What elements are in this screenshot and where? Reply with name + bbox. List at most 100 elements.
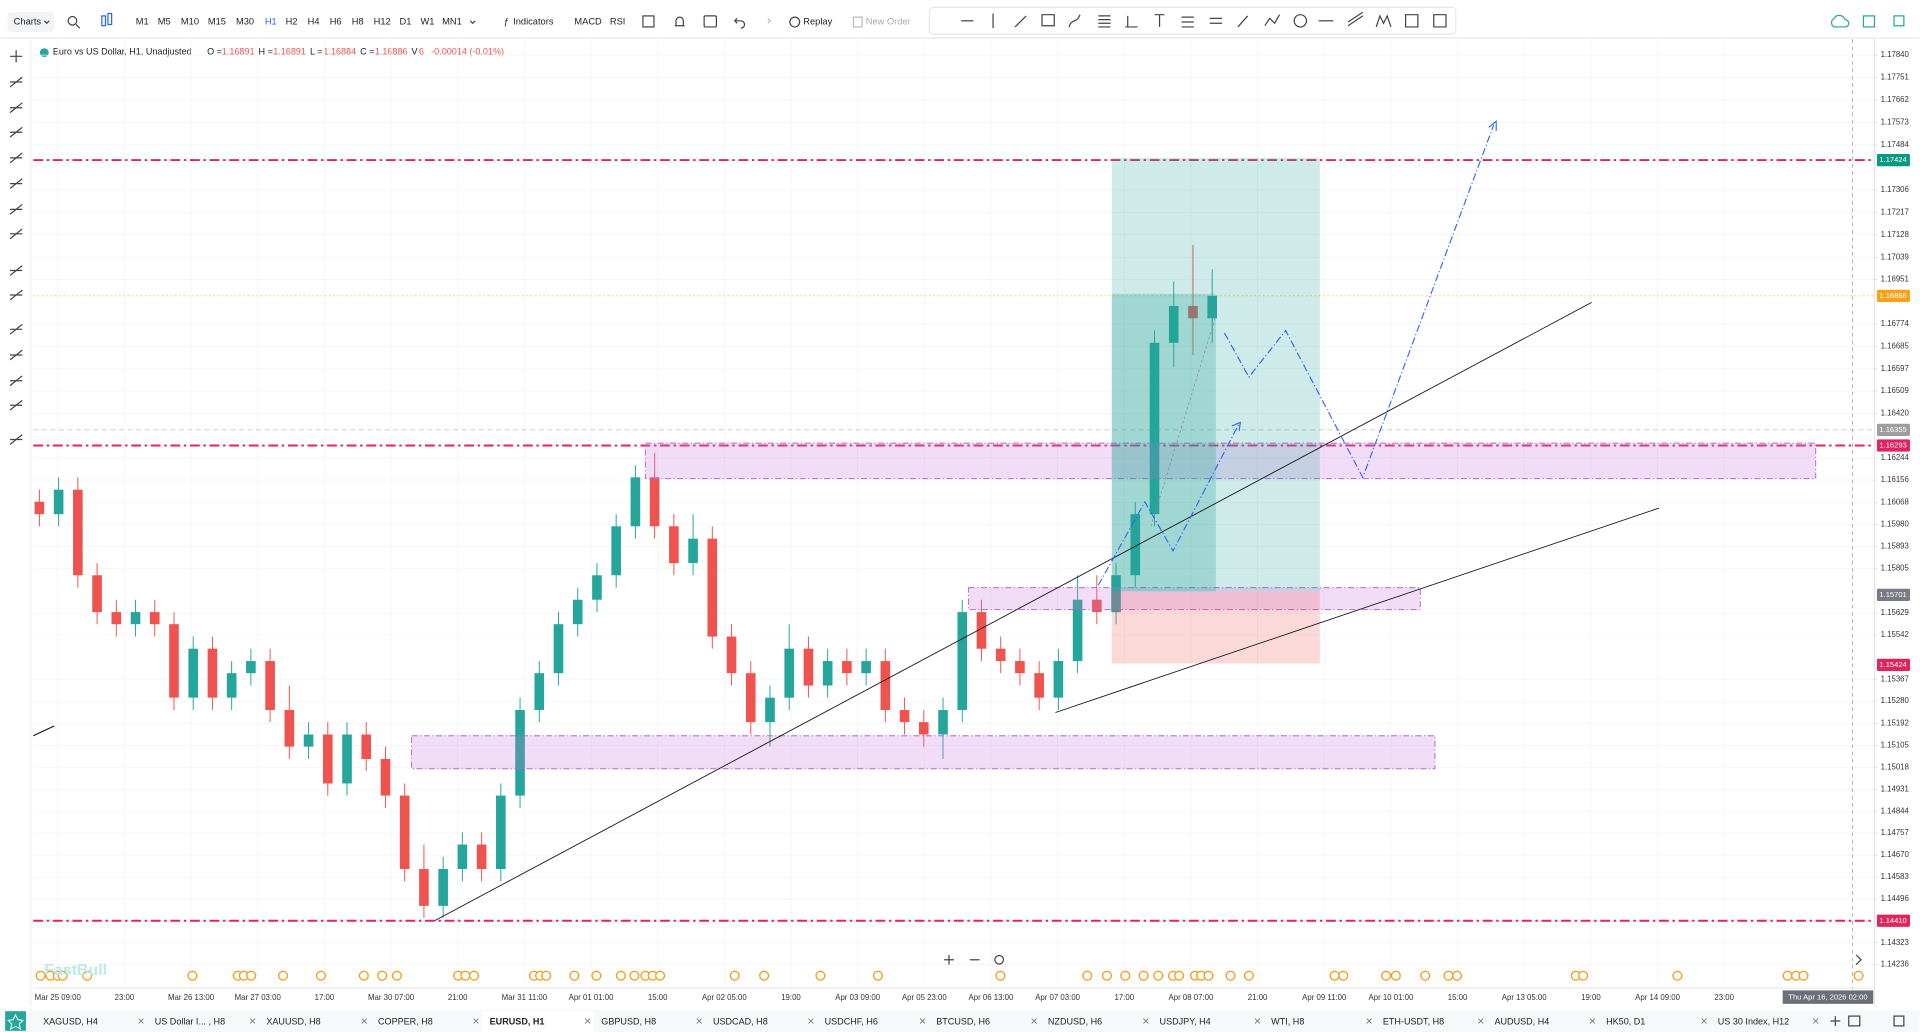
projection[interactable] [1223, 124, 1495, 479]
tab-close[interactable] [1478, 1018, 1484, 1024]
tab-close[interactable] [1366, 1018, 1372, 1024]
drawing-tool[interactable] [1125, 15, 1138, 28]
tool-icon[interactable] [9, 76, 23, 88]
event-marker[interactable] [1578, 970, 1589, 981]
tool-icon[interactable] [9, 323, 23, 335]
event-marker[interactable] [1420, 970, 1431, 981]
tab-close[interactable] [1143, 1018, 1149, 1024]
tab-label[interactable]: WTI, H8 [1271, 1017, 1304, 1027]
timeframe[interactable]: M5 [158, 16, 171, 26]
template-icon[interactable] [642, 15, 655, 28]
drawing-tool[interactable] [1041, 14, 1055, 27]
timeframe[interactable]: M1 [136, 16, 149, 26]
event-marker[interactable] [815, 970, 826, 981]
event-marker[interactable] [654, 970, 666, 981]
event-marker[interactable] [460, 970, 471, 981]
event-marker[interactable] [82, 970, 93, 981]
event-marker[interactable] [1138, 970, 1149, 981]
drawing-tool[interactable] [1237, 15, 1249, 28]
tool-icon[interactable] [9, 126, 23, 138]
event-marker[interactable] [1380, 970, 1392, 981]
timeframe[interactable]: M15 [208, 16, 226, 26]
tool-icon[interactable] [9, 289, 23, 301]
timeframe[interactable]: H4 [308, 16, 320, 26]
favorites-button[interactable] [5, 1011, 26, 1031]
timeframe[interactable]: MN1 [442, 16, 462, 26]
replay-button[interactable]: Replay [803, 16, 832, 26]
drawing-tool[interactable] [1347, 11, 1364, 27]
event-marker[interactable] [872, 970, 884, 981]
event-marker[interactable] [569, 970, 580, 981]
tool-icon[interactable] [9, 434, 23, 445]
drawing-tool[interactable] [1068, 14, 1081, 28]
tab-label[interactable]: USDCHF, H6 [825, 1017, 878, 1027]
event-marker[interactable] [759, 970, 770, 981]
event-marker[interactable] [35, 970, 46, 981]
timeframe[interactable]: H12 [374, 16, 391, 26]
tool-icon[interactable] [9, 102, 23, 114]
event-marker[interactable] [629, 970, 640, 981]
add-tab[interactable] [1830, 1016, 1841, 1026]
tab-label[interactable]: XAGUSD, H4 [43, 1017, 98, 1027]
event-marker[interactable] [1798, 970, 1809, 981]
event-marker[interactable] [1853, 970, 1864, 981]
tab-label[interactable]: EURUSD, H1 [490, 1017, 545, 1027]
tab-label[interactable]: NZDUSD, H6 [1048, 1017, 1102, 1027]
drawing-tool[interactable] [1293, 14, 1308, 28]
timeframe[interactable]: H2 [286, 16, 298, 26]
trendline[interactable] [33, 725, 55, 737]
tool-icon[interactable] [9, 203, 23, 215]
take-profit-area[interactable] [1111, 157, 1320, 592]
timeframe[interactable]: H1 [265, 16, 277, 26]
drawing-tool[interactable] [1264, 14, 1281, 27]
tool-icon[interactable] [9, 375, 23, 387]
redo-icon[interactable] [767, 17, 772, 24]
undo-icon[interactable] [733, 17, 746, 29]
tab-label[interactable]: US 30 Index, H12 [1718, 1017, 1789, 1027]
event-marker[interactable] [995, 970, 1006, 981]
fullscreen-icon[interactable] [1893, 15, 1905, 27]
event-marker[interactable] [315, 970, 327, 981]
event-marker[interactable] [541, 970, 552, 981]
scroll-right[interactable] [1855, 954, 1862, 966]
tab-label[interactable]: USDCAD, H8 [713, 1017, 768, 1027]
indicators-button[interactable]: Indicators [513, 16, 554, 26]
search-icon[interactable] [67, 15, 78, 26]
tab-label[interactable]: ETH-USDT, H8 [1383, 1017, 1444, 1027]
tab-close[interactable] [1254, 1018, 1261, 1024]
zoom-in[interactable] [944, 954, 954, 965]
tab-close[interactable] [249, 1018, 256, 1024]
layout-icon[interactable] [1848, 1015, 1861, 1027]
tab-close[interactable] [1031, 1018, 1037, 1024]
trendline[interactable] [434, 301, 1592, 921]
tab-close[interactable] [138, 1018, 144, 1024]
tab-close[interactable] [1701, 1018, 1707, 1024]
tab-label[interactable]: US Dollar I... , H8 [155, 1017, 225, 1027]
event-marker[interactable] [391, 970, 402, 981]
event-marker[interactable] [1153, 970, 1164, 981]
tab-close[interactable] [696, 1018, 702, 1024]
calendar-icon[interactable] [703, 15, 717, 28]
event-marker[interactable] [358, 970, 369, 981]
tab-close[interactable] [808, 1018, 814, 1024]
event-marker[interactable] [1390, 970, 1401, 981]
event-marker[interactable] [187, 970, 198, 981]
zone[interactable] [968, 587, 1421, 611]
event-marker[interactable] [1120, 970, 1131, 981]
cloud-icon[interactable] [1830, 14, 1850, 28]
event-marker[interactable] [1203, 970, 1214, 981]
tab-label[interactable]: AUDUSD, H4 [1494, 1017, 1549, 1027]
charts-menu[interactable] [7, 12, 55, 32]
trendline[interactable] [1055, 507, 1660, 713]
tool-icon[interactable] [10, 50, 23, 63]
dropdown[interactable] [469, 20, 476, 25]
event-marker[interactable] [468, 970, 480, 981]
tab-close[interactable] [919, 1018, 926, 1024]
snapshot-icon[interactable] [1862, 15, 1876, 28]
event-marker[interactable] [1225, 970, 1236, 981]
tab-label[interactable]: USDJPY, H4 [1160, 1017, 1211, 1027]
tool-icon[interactable] [9, 152, 23, 164]
event-marker[interactable] [615, 970, 626, 981]
event-marker[interactable] [1101, 970, 1112, 981]
zone[interactable] [411, 735, 1436, 770]
